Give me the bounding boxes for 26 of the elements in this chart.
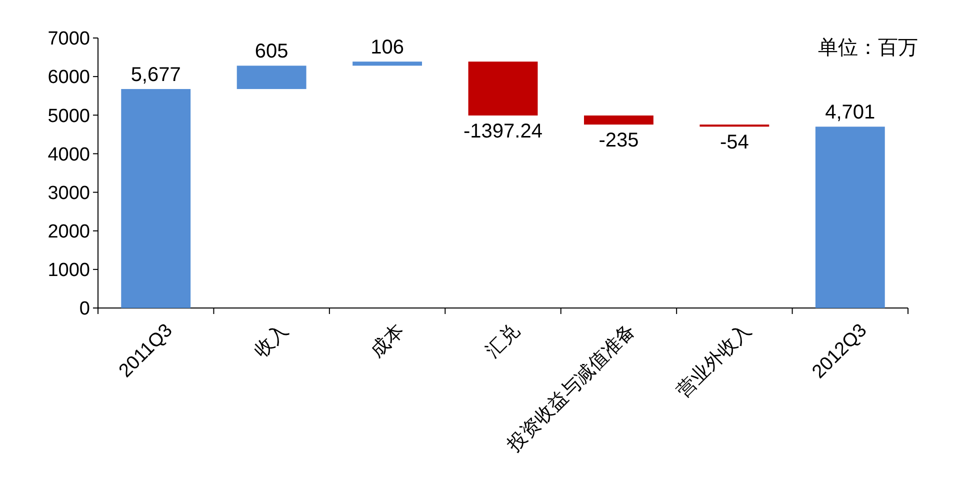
data-label: 106 bbox=[370, 36, 404, 59]
x-tick-label: 汇兑 bbox=[482, 320, 524, 362]
bar bbox=[815, 126, 885, 308]
y-tick-label: 0 bbox=[79, 298, 90, 320]
bar bbox=[121, 89, 191, 308]
data-label: -54 bbox=[720, 132, 749, 154]
y-tick-label: 5000 bbox=[48, 106, 90, 127]
y-tick-label: 7000 bbox=[48, 28, 90, 50]
x-tick-label: 成本 bbox=[366, 320, 408, 362]
bar bbox=[584, 116, 654, 125]
annotation: 单位：百万 bbox=[818, 35, 918, 59]
data-label: -235 bbox=[598, 130, 639, 152]
y-tick-label: 3000 bbox=[48, 182, 90, 204]
y-tick-label: 4000 bbox=[48, 144, 90, 166]
bar bbox=[468, 62, 538, 116]
data-label: 4,701 bbox=[825, 102, 876, 124]
bar bbox=[236, 66, 306, 90]
data-label: 5,677 bbox=[130, 64, 181, 86]
y-tick-label: 6000 bbox=[48, 67, 90, 88]
x-tick-label: 收入 bbox=[250, 320, 293, 362]
data-label: 605 bbox=[254, 40, 288, 63]
y-tick-label: 2000 bbox=[48, 222, 90, 243]
x-tick-label: 营业外收入 bbox=[673, 320, 756, 402]
y-tick-label: 1000 bbox=[48, 260, 90, 282]
bar bbox=[352, 62, 422, 66]
data-label: -1397.24 bbox=[464, 120, 542, 142]
